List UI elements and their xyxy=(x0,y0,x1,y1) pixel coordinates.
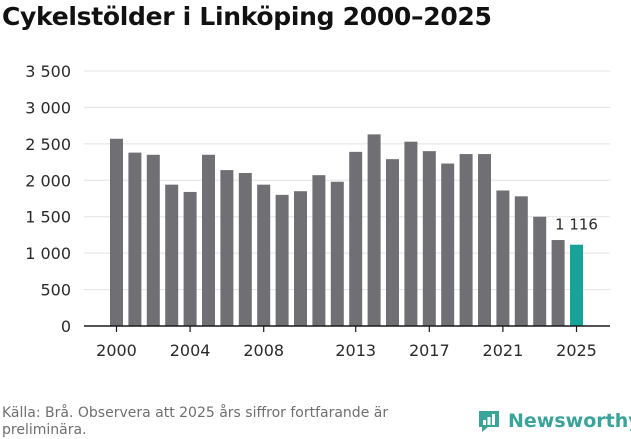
bar-chart: 0 500 1 000 1 500 2 000 2 500 3 000 3 500 2000 20… xyxy=(25,62,610,360)
x-tick-label: 2013 xyxy=(335,341,376,360)
brand-name: Newsworthy xyxy=(508,410,631,432)
bar-2013 xyxy=(349,151,363,326)
brand-logo[interactable]: Newsworthy xyxy=(476,408,631,434)
x-tick-label: 2000 xyxy=(96,341,137,360)
x-tick-label: 2025 xyxy=(556,341,597,360)
y-tick-label: 1 000 xyxy=(25,244,71,263)
bar-2009 xyxy=(275,194,289,326)
bar-2001 xyxy=(128,152,142,326)
bar-2023 xyxy=(533,216,547,326)
bar-2008 xyxy=(257,184,271,326)
bar-2021 xyxy=(496,190,510,326)
bar-2016 xyxy=(404,141,418,326)
y-tick-label: 500 xyxy=(40,281,71,300)
bar-2012 xyxy=(330,181,344,326)
chart-title: Cykelstölder i Linköping 2000–2025 xyxy=(2,2,492,31)
y-tick-label: 2 000 xyxy=(25,171,71,190)
bar-2005 xyxy=(202,154,215,326)
bar-2000 xyxy=(110,138,123,326)
bar-2025 xyxy=(570,244,583,326)
bar-2004 xyxy=(183,191,197,326)
bar-2003 xyxy=(165,184,179,326)
y-tick-label: 3 500 xyxy=(25,62,71,81)
y-tick-label: 1 500 xyxy=(25,208,71,227)
bar-2019 xyxy=(459,154,473,326)
bar-2011 xyxy=(312,175,326,326)
y-tick-label: 3 000 xyxy=(25,98,71,117)
bar-2010 xyxy=(294,191,307,326)
bar-2024 xyxy=(551,240,565,326)
bar-2022 xyxy=(514,196,528,326)
bar-2014 xyxy=(367,134,381,326)
y-tick-label: 2 500 xyxy=(25,135,71,154)
x-tick-label: 2017 xyxy=(409,341,450,360)
bar-2007 xyxy=(238,173,252,326)
y-tick-label: 0 xyxy=(61,317,71,336)
bar-2002 xyxy=(146,154,160,326)
bar-chart-logo-icon xyxy=(479,411,499,432)
x-tick-label: 2004 xyxy=(170,341,211,360)
x-tick-label: 2021 xyxy=(483,341,524,360)
bar-2015 xyxy=(386,159,399,326)
data-label: 1 116 xyxy=(555,216,598,234)
x-tick-label: 2008 xyxy=(243,341,284,360)
bar-2017 xyxy=(422,151,436,326)
bar-2018 xyxy=(441,163,455,326)
bar-2020 xyxy=(478,154,491,326)
bar-2006 xyxy=(220,170,234,326)
source-note: Källa: Brå. Observera att 2025 års siffr… xyxy=(2,405,389,438)
